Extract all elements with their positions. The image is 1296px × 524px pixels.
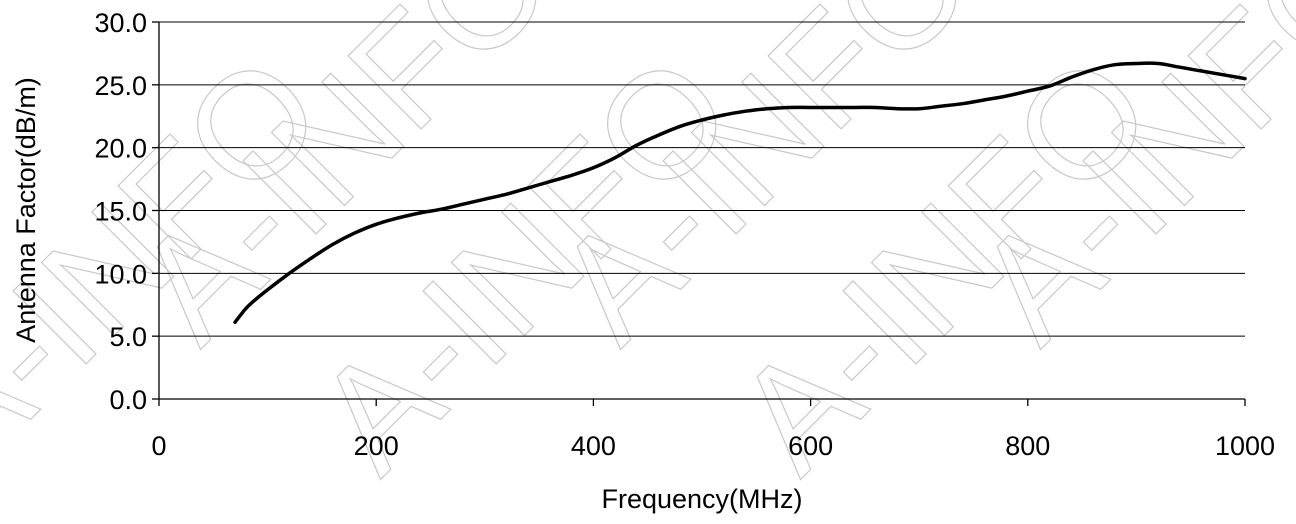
x-tick-label: 800 <box>1005 431 1050 461</box>
y-tick-label: 25.0 <box>94 71 147 101</box>
series-layer <box>233 61 1247 325</box>
x-tick-label: 1000 <box>1215 431 1275 461</box>
y-tick-label: 30.0 <box>94 8 147 38</box>
y-tick-label: 20.0 <box>94 134 147 164</box>
y-tick-labels: 0.0 5.0 10.0 15.0 20.0 25.0 30.0 <box>94 8 147 415</box>
x-tick-labels: 0 200 400 600 800 1000 <box>151 431 1275 461</box>
x-tick-label: 200 <box>354 431 399 461</box>
axes <box>152 21 1246 406</box>
y-axis-title: Antenna Factor(dB/m) <box>11 77 41 343</box>
plot-area <box>152 21 1247 406</box>
y-tick-label: 10.0 <box>94 259 147 289</box>
x-tick-label: 0 <box>151 431 166 461</box>
x-tick-label: 600 <box>788 431 833 461</box>
series-line <box>233 61 1247 325</box>
y-tick-label: 0.0 <box>109 385 147 415</box>
y-tick-label: 5.0 <box>109 322 147 352</box>
y-tick-label: 15.0 <box>94 197 147 227</box>
x-tick-label: 400 <box>571 431 616 461</box>
gridlines <box>159 21 1245 337</box>
x-axis-title: Frequency(MHz) <box>601 484 802 514</box>
